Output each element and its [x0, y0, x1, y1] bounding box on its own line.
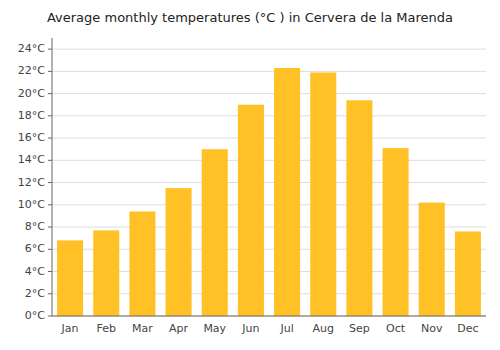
y-tick-label: 6°C	[25, 242, 45, 255]
bar	[310, 72, 336, 316]
chart: 0°C 2°C 4°C 6°C 8°C 10°C 12°C 14°C 16°C 18°C 20°C 2…	[0, 0, 500, 350]
y-tick	[48, 316, 52, 317]
bar	[166, 188, 192, 316]
bar	[419, 203, 445, 316]
bar	[455, 231, 481, 316]
y-tick	[48, 293, 52, 294]
grid-line	[52, 138, 486, 139]
grid-line	[52, 182, 486, 183]
grid-line	[52, 115, 486, 116]
bar	[57, 240, 83, 316]
x-tick-label: Oct	[386, 322, 406, 335]
x-tick-label: May	[203, 322, 226, 335]
y-tick	[48, 71, 52, 72]
y-tick-label: 8°C	[25, 220, 45, 233]
y-axis: 0°C 2°C 4°C 6°C 8°C 10°C 12°C 14°C 16°C 18°C 20°C 2…	[18, 38, 52, 322]
y-tick-label: 4°C	[25, 265, 45, 278]
bar	[238, 105, 264, 316]
grid-line	[52, 71, 486, 72]
y-tick-label: 14°C	[18, 153, 45, 166]
y-tick-label: 20°C	[18, 87, 45, 100]
y-tick-label: 0°C	[25, 309, 45, 322]
x-axis-line	[52, 316, 486, 317]
y-tick-label: 2°C	[25, 287, 45, 300]
y-tick	[48, 204, 52, 205]
y-tick	[48, 49, 52, 50]
x-tick-label: Feb	[97, 322, 116, 335]
y-tick	[48, 160, 52, 161]
grid-line	[52, 93, 486, 94]
bars	[57, 68, 481, 316]
title: Average monthly temperatures (°C ) in Ce…	[47, 10, 453, 25]
grid	[52, 49, 486, 316]
y-tick	[48, 138, 52, 139]
y-tick-label: 16°C	[18, 131, 45, 144]
y-tick	[48, 271, 52, 272]
y-tick-label: 22°C	[18, 64, 45, 77]
y-tick	[48, 115, 52, 116]
x-tick-label: Jan	[61, 322, 79, 335]
x-tick-label: Sep	[349, 322, 370, 335]
x-tick-label: Jun	[241, 322, 259, 335]
y-tick-label: 24°C	[18, 42, 45, 55]
y-tick	[48, 227, 52, 228]
bar	[383, 148, 409, 316]
y-tick	[48, 93, 52, 94]
bar	[93, 230, 119, 316]
x-tick-label: Mar	[132, 322, 153, 335]
x-tick-label: Jul	[279, 322, 293, 335]
x-tick-label: Nov	[421, 322, 443, 335]
x-tick-label: Apr	[169, 322, 189, 335]
y-axis-line	[52, 38, 53, 316]
bar	[129, 211, 155, 316]
bar	[202, 149, 228, 316]
grid-line	[52, 160, 486, 161]
y-tick-label: 12°C	[18, 176, 45, 189]
x-tick-label: Dec	[457, 322, 478, 335]
bar	[346, 100, 372, 316]
y-tick-label: 18°C	[18, 109, 45, 122]
grid-line	[52, 49, 486, 50]
y-tick-label: 10°C	[18, 198, 45, 211]
x-tick-label: Aug	[313, 322, 334, 335]
y-tick	[48, 182, 52, 183]
bar	[274, 68, 300, 316]
y-tick	[48, 249, 52, 250]
grid-line	[52, 316, 486, 317]
x-axis: Jan Feb Mar Apr May Jun Jul Aug Sep Oct Nov Dec	[52, 316, 486, 335]
